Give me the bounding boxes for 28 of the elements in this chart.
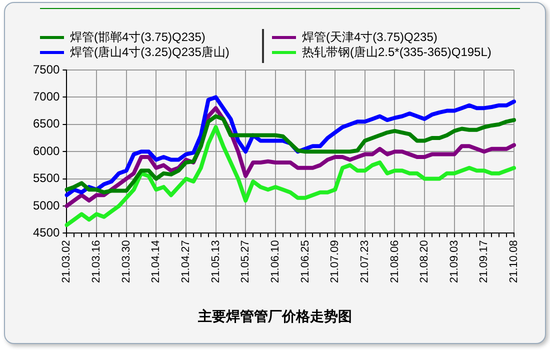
y-tick-label: 5000 xyxy=(32,198,60,212)
x-tick-label: 21.04.14 xyxy=(150,240,162,284)
x-tick-label: 21.05.27 xyxy=(240,240,252,284)
x-tick-label: 21.08.20 xyxy=(418,240,431,284)
y-tick-label: 4500 xyxy=(32,225,60,240)
x-tick-label: 21.03.30 xyxy=(120,240,132,284)
x-tick-label: 21.05.13 xyxy=(210,240,222,284)
legend-label: 热轧带钢(唐山2.5*(335-365)Q195L) xyxy=(302,44,492,61)
x-tick-label: 21.07.09 xyxy=(329,240,342,284)
x-tick-label: 21.07.23 xyxy=(358,240,371,284)
x-tick-label: 21.06.10 xyxy=(269,240,282,284)
x-tick-label: 21.03.16 xyxy=(90,240,103,284)
x-tick-label: 21.09.03 xyxy=(448,240,460,284)
x-tick-label: 21.09.17 xyxy=(478,240,490,284)
y-tick-label: 5500 xyxy=(32,171,60,186)
y-tick-label: 6500 xyxy=(32,116,60,131)
y-tick-label: 6000 xyxy=(32,144,60,158)
x-tick-label: 21.08.06 xyxy=(388,240,401,284)
legend-label: 焊管(天津4寸(3.75)Q235) xyxy=(302,29,438,46)
x-tick-label: 21.04.27 xyxy=(180,240,192,284)
y-tick-label: 7500 xyxy=(32,62,60,76)
text: 主要焊管管厂价格走势图 xyxy=(197,308,353,326)
x-tick-label: 21.03.02 xyxy=(60,240,73,284)
x-tick-label: 21.06.25 xyxy=(299,240,312,284)
legend-label: 焊管(唐山4寸(3.25)Q235唐山) xyxy=(70,44,230,61)
legend-label: 焊管(邯郸4寸(3.75)Q235) xyxy=(70,29,206,46)
x-tick-label: 21.10.08 xyxy=(508,240,520,284)
y-tick-label: 7000 xyxy=(32,90,60,104)
